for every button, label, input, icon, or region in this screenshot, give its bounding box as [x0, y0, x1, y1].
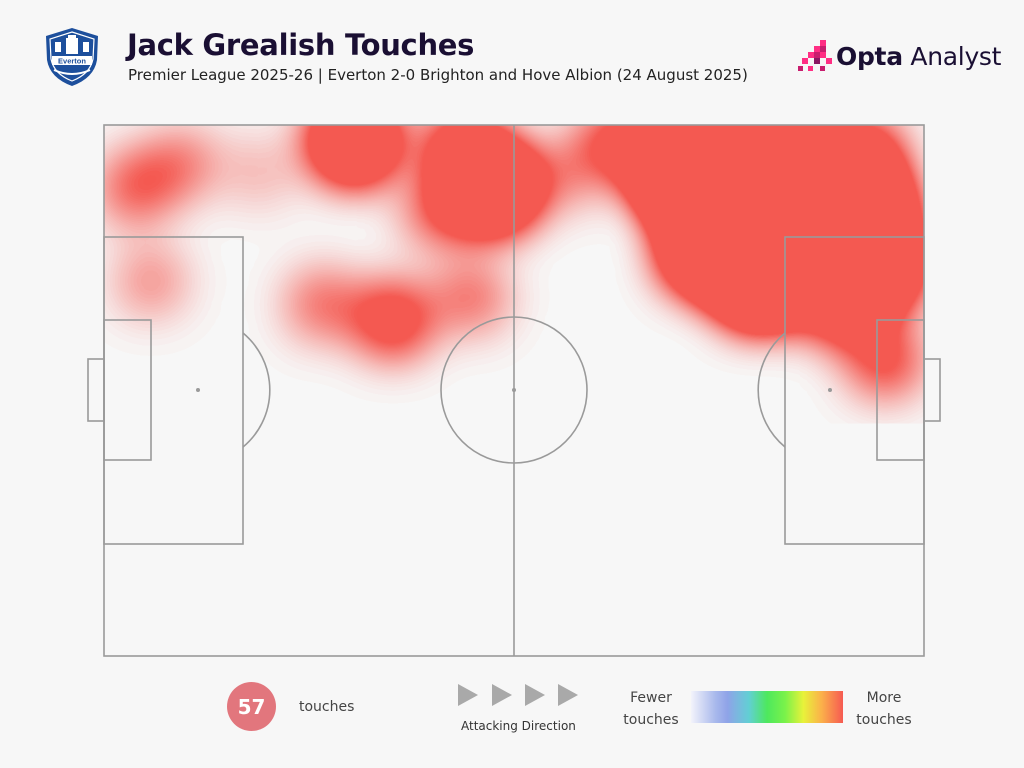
heat-spot	[730, 126, 822, 218]
direction-arrow-icon	[525, 684, 545, 706]
heat-spot	[357, 284, 429, 356]
heat-spot	[289, 271, 357, 339]
heat-spot	[769, 181, 861, 272]
heat-spot	[850, 324, 920, 395]
brand-text-bold: Opta	[836, 42, 903, 71]
centre-circle	[440, 316, 588, 464]
right-penalty-arc	[757, 332, 786, 448]
chart-subtitle: Premier League 2025-26 | Everton 2-0 Bri…	[128, 66, 748, 84]
heat-spot	[642, 125, 738, 220]
heat-spot	[717, 238, 803, 324]
heat-points	[104, 125, 920, 395]
heat-spot	[453, 146, 536, 229]
heat-spot	[824, 125, 899, 193]
touch-count-badge: 57	[227, 682, 276, 731]
heat-spot	[118, 248, 184, 314]
heat-spot	[228, 140, 292, 204]
left-penalty-spot	[196, 388, 200, 392]
heat-spot	[664, 208, 747, 291]
heat-spot	[427, 125, 500, 185]
brand-text-light: Analyst	[902, 42, 1002, 71]
heat-spot	[684, 135, 789, 240]
opta-analyst-logo: Opta Analyst	[798, 40, 1001, 76]
right-penalty-spot	[828, 388, 832, 392]
heat-spot	[405, 176, 474, 245]
right-six-yard-box	[876, 319, 925, 461]
heat-spot	[314, 125, 394, 181]
right-goal	[923, 358, 941, 422]
legend-low-label: Fewer touches	[623, 690, 679, 728]
heat-spot	[539, 139, 606, 205]
heat-spot	[149, 130, 216, 198]
attacking-direction-label: Attacking Direction	[461, 719, 576, 733]
pitch-outline	[103, 124, 925, 657]
heat-spot	[801, 268, 875, 342]
svg-text:Everton: Everton	[58, 57, 86, 66]
heat-spot	[836, 224, 919, 307]
left-six-yard-box	[103, 319, 152, 461]
pitch-lines	[87, 124, 941, 657]
direction-arrow-icon	[558, 684, 578, 706]
heatmap-layer	[104, 125, 920, 395]
left-penalty-area	[103, 236, 244, 545]
attacking-direction-arrows	[458, 682, 578, 708]
heat-spot	[817, 167, 906, 255]
legend-color-scale	[691, 691, 843, 723]
right-penalty-area	[784, 236, 925, 545]
chart-title: Jack Grealish Touches	[127, 28, 475, 62]
heat-spot	[584, 125, 655, 176]
heat-spot	[104, 153, 170, 222]
heat-spot	[437, 263, 505, 331]
touch-count-label: touches	[299, 699, 355, 715]
everton-crest-icon: Everton	[46, 28, 98, 86]
direction-arrow-icon	[492, 684, 512, 706]
centre-spot	[512, 388, 516, 392]
opta-logo-icon	[798, 40, 832, 71]
left-penalty-arc	[242, 332, 271, 448]
brand-text: Opta Analyst	[836, 42, 1001, 71]
header: Everton Jack Grealish Touches Premier Le…	[0, 0, 1024, 110]
direction-arrow-icon	[458, 684, 478, 706]
legend-high-label: More touches	[856, 690, 912, 728]
left-goal	[87, 358, 105, 422]
